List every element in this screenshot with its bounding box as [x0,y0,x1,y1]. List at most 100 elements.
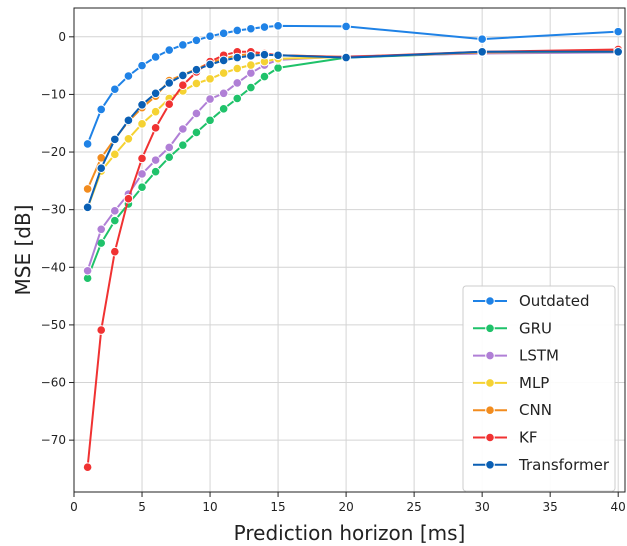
data-point-outdated [191,35,202,46]
data-point-lstm [150,155,161,165]
data-point-mlp [123,133,134,144]
series-gru [82,46,623,284]
data-point-lstm [232,78,243,88]
data-point-kf [123,193,134,204]
legend-marker [485,460,495,470]
legend-label: Transformer [518,456,610,474]
data-point-mlp [218,68,229,78]
y-tick-label: 0 [58,30,66,44]
data-point-transformer [178,70,188,81]
data-point-gru [246,82,256,93]
data-point-mlp [205,74,215,84]
data-point-outdated [137,60,147,71]
data-point-kf [96,325,107,335]
series-outdated [82,21,623,149]
data-point-gru [191,127,202,138]
data-point-mlp [150,106,161,117]
data-point-transformer [123,115,134,126]
x-tick-label: 15 [270,500,285,514]
y-tick-label: −20 [41,145,66,159]
x-tick-label: 25 [406,500,421,514]
data-point-transformer [82,202,93,213]
y-tick-label: −40 [41,260,66,274]
series-line-cnn [86,49,619,190]
legend-item-kf: KF [473,429,537,447]
x-axis-label: Prediction horizon [ms] [234,521,466,545]
data-point-lstm [137,169,147,179]
x-tick-label: 30 [475,500,490,514]
data-point-transformer [150,88,161,99]
grid [73,8,625,492]
x-tick-label: 35 [543,500,558,514]
data-point-transformer [205,59,215,70]
data-point-outdated [205,31,215,42]
data-point-transformer [477,46,487,57]
data-point-gru [205,115,215,126]
legend-label: GRU [519,319,552,337]
y-tick-label: −30 [41,203,66,217]
data-point-kf [178,80,188,91]
data-point-outdated [178,40,188,50]
data-point-cnn [82,184,93,194]
legend: Outdated GRU LSTM MLP CNN KF Transformer [462,285,616,492]
series-line-transformer [86,50,619,208]
series-mlp [82,46,623,213]
data-point-kf [137,153,147,164]
data-point-outdated [110,84,120,95]
data-point-kf [110,246,120,257]
data-point-gru [110,215,120,226]
data-point-gru [273,63,283,73]
legend-label: KF [519,429,537,447]
y-tick-label: −50 [41,318,66,332]
data-point-kf [164,99,175,110]
data-point-lstm [246,68,256,78]
data-point-gru [232,93,243,104]
data-point-gru [137,182,147,192]
data-point-kf [150,123,161,133]
data-point-outdated [613,26,623,37]
data-point-mlp [191,78,202,89]
data-point-outdated [82,139,93,149]
data-point-mlp [246,60,256,70]
data-point-gru [259,71,270,82]
data-point-outdated [259,22,270,32]
series-transformer [82,46,623,213]
data-point-outdated [341,21,351,32]
data-point-gru [150,166,161,177]
x-tick-label: 20 [338,500,353,514]
y-tick-label: −60 [41,376,66,390]
y-axis-label: MSE [dB] [11,205,35,296]
series-line-mlp [86,50,619,209]
y-tick-label: −70 [41,433,66,447]
data-point-outdated [218,28,229,39]
data-point-gru [178,140,188,150]
data-point-lstm [110,206,120,216]
data-point-transformer [246,51,256,61]
legend-label: Outdated [519,292,590,310]
data-point-lstm [218,88,229,99]
data-point-transformer [137,100,147,110]
data-point-transformer [341,52,351,63]
legend-marker [485,405,495,416]
legend-marker [485,432,495,443]
x-tick-label: 10 [202,500,217,514]
legend-label: LSTM [519,347,559,365]
data-point-mlp [110,149,120,160]
data-point-outdated [96,104,107,115]
data-point-outdated [477,34,487,44]
legend-item-gru: GRU [473,319,552,337]
ticks: 0 5 10 15 20 25 30 35 40 0 −10 −20 −30 −40 −50 −60 −70 [41,30,626,514]
data-point-outdated [150,52,161,62]
legend-marker [485,350,495,361]
plot-frame [73,7,626,493]
legend-marker [485,323,495,334]
data-point-outdated [123,71,134,81]
x-tick-label: 0 [70,500,78,514]
data-point-outdated [246,23,256,34]
data-point-lstm [96,224,107,235]
data-point-kf [82,462,93,473]
x-tick-label: 40 [611,500,626,514]
legend-marker [485,296,495,306]
data-point-transformer [218,55,229,66]
